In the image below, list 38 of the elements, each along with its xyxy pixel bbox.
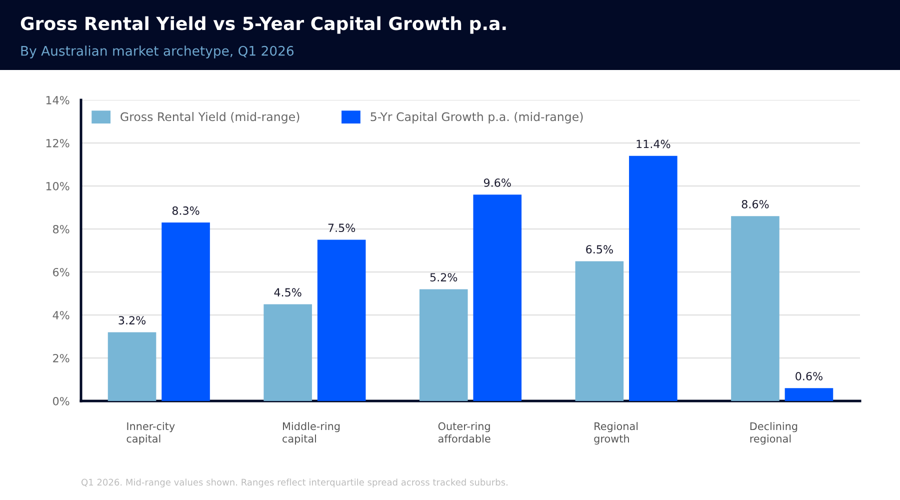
data-label: 8.6%: [742, 200, 769, 208]
data-label: 7.5%: [328, 224, 356, 232]
x-tick-label: Middle-ring capital: [282, 422, 340, 445]
data-label: 3.2%: [118, 316, 146, 324]
x-tick-label: Regional growth: [594, 422, 638, 445]
y-tick-label: 0%: [52, 396, 70, 406]
chart-subtitle: By Australian market archetype, Q1 2026: [21, 46, 294, 58]
y-tick-label: 6%: [53, 268, 70, 276]
bar: [575, 261, 624, 401]
bar: [473, 194, 522, 401]
data-label: 9.6%: [484, 178, 511, 187]
y-tick-label: 8%: [53, 224, 70, 234]
x-tick-label: Outer-ring affordable: [438, 422, 490, 443]
y-tick-label: 14%: [46, 96, 70, 104]
data-label: 4.5%: [274, 288, 302, 297]
data-label: 0.6%: [796, 372, 822, 380]
data-label: 11.4%: [636, 140, 670, 148]
chart-title: Gross Rental Yield vs 5-Year Capital Growth p.a.: [20, 16, 506, 34]
legend-label: Gross Rental Yield (mid-range): [120, 112, 300, 124]
bar: [784, 388, 834, 401]
bar: [162, 222, 210, 401]
bar: [419, 289, 468, 401]
bar: [317, 240, 366, 401]
x-tick-label: Declining regional: [750, 422, 798, 445]
data-label: 5.2%: [430, 273, 458, 282]
bar: [108, 332, 156, 401]
data-label: 6.5%: [586, 245, 613, 254]
y-tick-label: 4%: [52, 310, 70, 320]
data-label: 8.3%: [172, 206, 200, 215]
text: Q1 2026. Mid-range values shown. Ranges reflect interquartile spread across tracked suburbs.: [82, 478, 508, 488]
bar: [629, 156, 678, 401]
y-tick-label: 12%: [46, 138, 70, 148]
x-tick-label: Inner-city capital: [126, 422, 175, 445]
legend-label: 5-Yr Capital Growth p.a. (mid-range): [370, 112, 583, 124]
y-tick-label: 2%: [53, 354, 70, 362]
bar: [731, 216, 780, 401]
bar: [264, 304, 312, 401]
y-tick-label: 10%: [46, 182, 70, 190]
